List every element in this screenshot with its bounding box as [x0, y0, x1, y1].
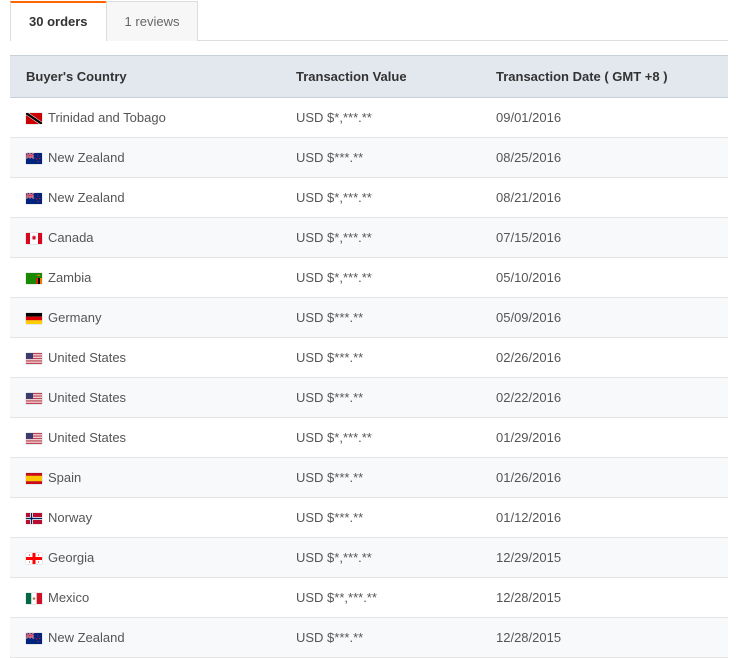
cell-country: United States [10, 338, 280, 378]
cell-value: USD $*,***.** [280, 538, 480, 578]
cell-country: United States [10, 418, 280, 458]
table-row: New Zealand USD $***.**08/25/2016 [10, 138, 728, 178]
cell-country: Germany [10, 298, 280, 338]
es-flag-icon [26, 473, 42, 484]
country-name: Mexico [48, 590, 89, 605]
table-row: Zambia USD $*,***.**05/10/2016 [10, 258, 728, 298]
country-name: United States [48, 430, 126, 445]
table-row: Mexico USD $**,***.**12/28/2015 [10, 578, 728, 618]
cell-date: 01/12/2016 [480, 498, 728, 538]
table-row: Norway USD $***.**01/12/2016 [10, 498, 728, 538]
country-name: Spain [48, 470, 81, 485]
table-row: Georgia USD $*,***.**12/29/2015 [10, 538, 728, 578]
cell-country: New Zealand [10, 618, 280, 658]
table-row: Spain USD $***.**01/26/2016 [10, 458, 728, 498]
cell-value: USD $*,***.** [280, 258, 480, 298]
cell-date: 01/26/2016 [480, 458, 728, 498]
table-row: United States USD $***.**02/26/2016 [10, 338, 728, 378]
zm-flag-icon [26, 273, 42, 284]
ge-flag-icon [26, 553, 42, 564]
table-row: United States USD $***.**02/22/2016 [10, 378, 728, 418]
table-row: United States USD $*,***.**01/29/2016 [10, 418, 728, 458]
cell-country: Norway [10, 498, 280, 538]
country-name: Trinidad and Tobago [48, 110, 166, 125]
country-name: Norway [48, 510, 92, 525]
cell-date: 09/01/2016 [480, 98, 728, 138]
country-name: Georgia [48, 550, 94, 565]
cell-value: USD $***.** [280, 138, 480, 178]
cell-value: USD $*,***.** [280, 178, 480, 218]
cell-country: Georgia [10, 538, 280, 578]
column-header-country: Buyer's Country [10, 56, 280, 98]
nz-flag-icon [26, 153, 42, 164]
column-header-value: Transaction Value [280, 56, 480, 98]
cell-date: 12/28/2015 [480, 578, 728, 618]
cell-value: USD $***.** [280, 378, 480, 418]
cell-value: USD $***.** [280, 338, 480, 378]
country-name: Zambia [48, 270, 91, 285]
cell-value: USD $*,***.** [280, 98, 480, 138]
cell-country: United States [10, 378, 280, 418]
us-flag-icon [26, 433, 42, 444]
table-row: Germany USD $***.**05/09/2016 [10, 298, 728, 338]
table-row: New Zealand USD $***.**12/28/2015 [10, 618, 728, 658]
transactions-table: Buyer's Country Transaction Value Transa… [10, 55, 728, 658]
country-name: New Zealand [48, 150, 125, 165]
mx-flag-icon [26, 593, 42, 604]
cell-date: 12/28/2015 [480, 618, 728, 658]
cell-date: 05/10/2016 [480, 258, 728, 298]
cell-date: 05/09/2016 [480, 298, 728, 338]
de-flag-icon [26, 313, 42, 324]
cell-value: USD $***.** [280, 458, 480, 498]
cell-date: 02/22/2016 [480, 378, 728, 418]
us-flag-icon [26, 353, 42, 364]
cell-country: Mexico [10, 578, 280, 618]
cell-country: Zambia [10, 258, 280, 298]
cell-date: 08/21/2016 [480, 178, 728, 218]
cell-country: New Zealand [10, 138, 280, 178]
cell-value: USD $*,***.** [280, 418, 480, 458]
cell-country: Canada [10, 218, 280, 258]
tab-orders[interactable]: 30 orders [10, 1, 107, 41]
table-row: Trinidad and Tobago USD $*,***.**09/01/20… [10, 98, 728, 138]
cell-value: USD $***.** [280, 298, 480, 338]
tt-flag-icon [26, 113, 42, 124]
table-row: Canada USD $*,***.**07/15/2016 [10, 218, 728, 258]
tab-reviews[interactable]: 1 reviews [106, 1, 199, 41]
country-name: Canada [48, 230, 94, 245]
cell-value: USD $***.** [280, 498, 480, 538]
cell-date: 07/15/2016 [480, 218, 728, 258]
country-name: Germany [48, 310, 101, 325]
country-name: New Zealand [48, 630, 125, 645]
country-name: New Zealand [48, 190, 125, 205]
us-flag-icon [26, 393, 42, 404]
country-name: United States [48, 390, 126, 405]
tabs: 30 orders 1 reviews [10, 0, 728, 41]
cell-date: 08/25/2016 [480, 138, 728, 178]
cell-country: New Zealand [10, 178, 280, 218]
cell-value: USD $**,***.** [280, 578, 480, 618]
cell-country: Trinidad and Tobago [10, 98, 280, 138]
ca-flag-icon [26, 233, 42, 244]
nz-flag-icon [26, 633, 42, 644]
no-flag-icon [26, 513, 42, 524]
table-row: New Zealand USD $*,***.**08/21/2016 [10, 178, 728, 218]
column-header-date: Transaction Date ( GMT +8 ) [480, 56, 728, 98]
cell-value: USD $*,***.** [280, 218, 480, 258]
cell-date: 02/26/2016 [480, 338, 728, 378]
cell-country: Spain [10, 458, 280, 498]
country-name: United States [48, 350, 126, 365]
cell-date: 12/29/2015 [480, 538, 728, 578]
nz-flag-icon [26, 193, 42, 204]
cell-date: 01/29/2016 [480, 418, 728, 458]
cell-value: USD $***.** [280, 618, 480, 658]
